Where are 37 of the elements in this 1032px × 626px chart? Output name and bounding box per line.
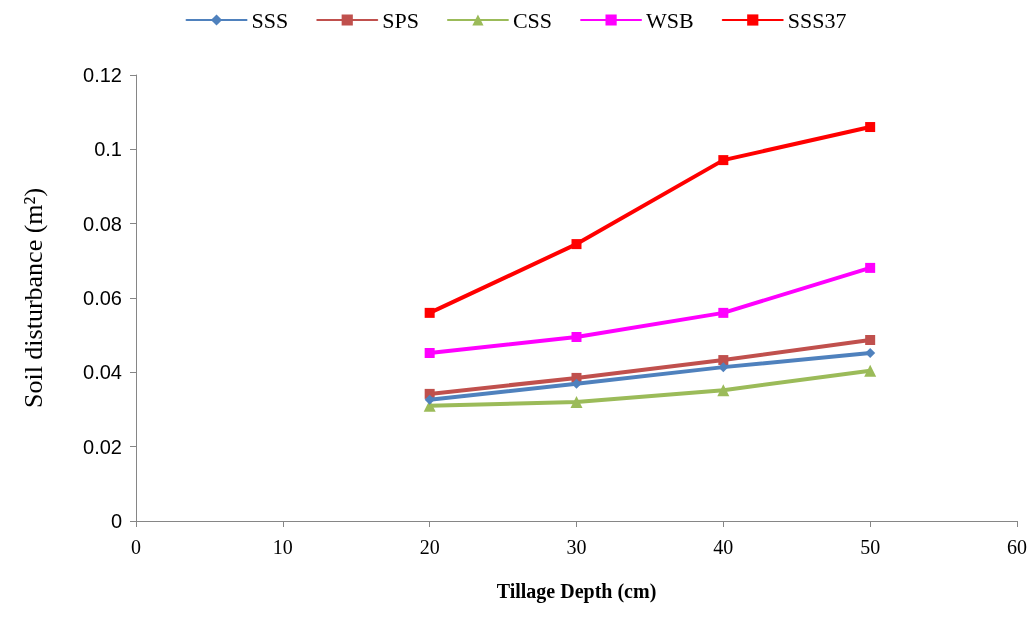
point	[424, 348, 435, 359]
y-tick-label: 0.06	[83, 287, 122, 309]
x-tick-label: 20	[419, 536, 440, 558]
x-tick-label: 40	[713, 536, 734, 558]
legend-label: SSS37	[787, 7, 847, 33]
y-tick-label: 0.02	[83, 435, 122, 458]
x-tick-label: 30	[566, 536, 587, 558]
legend-label: SPS	[382, 7, 419, 33]
legend-label: SSS	[251, 7, 289, 33]
point	[865, 262, 876, 273]
y-tick-label: 0.12	[83, 64, 122, 86]
point	[865, 348, 876, 359]
point	[571, 239, 582, 250]
point	[865, 335, 876, 345]
point	[424, 394, 435, 405]
point	[718, 307, 729, 318]
x-tick-label: 60	[1007, 536, 1027, 558]
y-tick-label: 0.04	[83, 361, 122, 384]
y-tick-label: 0	[110, 510, 122, 532]
point	[424, 307, 435, 318]
y-tick-label: 0.1	[94, 138, 122, 161]
legend-label: WSB	[646, 7, 694, 33]
point	[570, 396, 583, 409]
y-tick-label: 0.08	[83, 212, 122, 235]
point	[571, 332, 582, 343]
point	[864, 364, 877, 377]
point	[718, 155, 729, 166]
point	[717, 384, 730, 397]
x-tick-label: 10	[272, 536, 293, 558]
y-axis-title: Soil disturbance (m²)	[18, 187, 48, 409]
point	[865, 122, 876, 133]
point	[718, 355, 729, 366]
x-tick-label: 0	[131, 536, 141, 558]
point	[718, 362, 729, 373]
x-tick-label: 50	[860, 536, 881, 558]
x-axis-title: Tillage Depth (cm)	[496, 580, 657, 603]
legend-label: CSS	[512, 7, 553, 33]
